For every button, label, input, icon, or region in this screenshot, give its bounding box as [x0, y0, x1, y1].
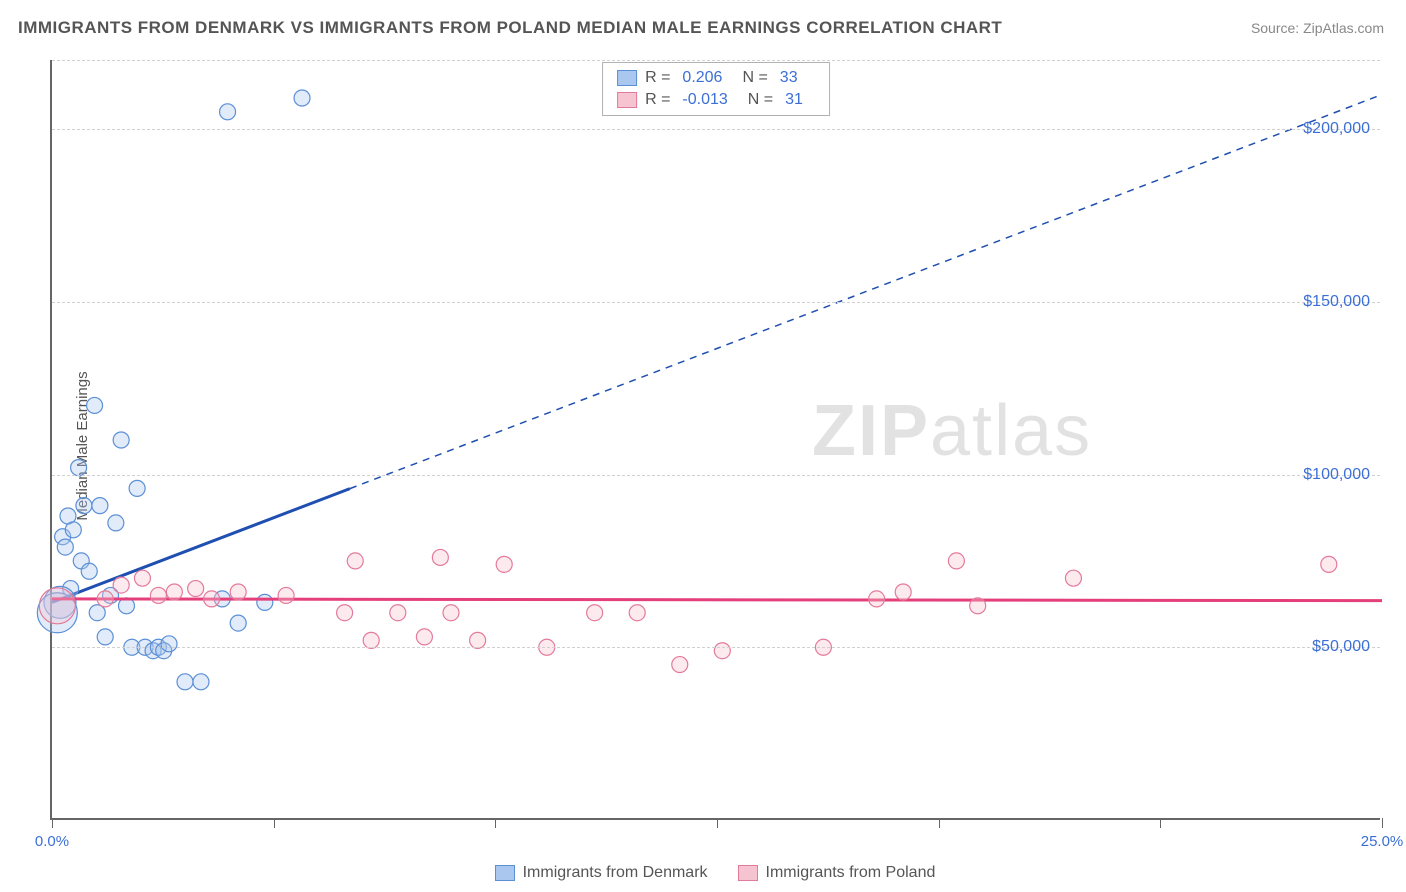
- data-point: [895, 584, 911, 600]
- data-point: [230, 584, 246, 600]
- legend-n-label: N =: [748, 91, 773, 109]
- trend-line-dashed: [350, 95, 1382, 489]
- data-point: [869, 591, 885, 607]
- x-tick: [717, 818, 718, 828]
- data-point: [672, 657, 688, 673]
- data-point: [76, 498, 92, 514]
- legend-label-denmark: Immigrants from Denmark: [523, 864, 708, 882]
- data-point: [92, 498, 108, 514]
- x-tick: [52, 818, 53, 828]
- data-point: [496, 556, 512, 572]
- trend-line: [52, 599, 1382, 601]
- legend-label-poland: Immigrants from Poland: [766, 864, 936, 882]
- legend-row-denmark: R = 0.206 N = 33: [617, 67, 815, 89]
- data-point: [416, 629, 432, 645]
- y-tick-label: $50,000: [1312, 638, 1370, 656]
- data-point: [432, 549, 448, 565]
- data-point: [337, 605, 353, 621]
- data-point: [470, 632, 486, 648]
- legend-n-value-poland: 31: [785, 91, 803, 109]
- chart-title: IMMIGRANTS FROM DENMARK VS IMMIGRANTS FR…: [18, 18, 1002, 38]
- data-point: [113, 432, 129, 448]
- x-tick-label: 25.0%: [1361, 833, 1404, 850]
- data-point: [714, 643, 730, 659]
- gridline: [52, 129, 1380, 130]
- data-point: [278, 587, 294, 603]
- data-point: [188, 581, 204, 597]
- data-point: [108, 515, 124, 531]
- data-point: [161, 636, 177, 652]
- swatch-denmark: [495, 865, 515, 881]
- swatch-poland: [738, 865, 758, 881]
- data-point: [129, 480, 145, 496]
- swatch-poland: [617, 92, 637, 108]
- gridline: [52, 302, 1380, 303]
- data-point: [150, 587, 166, 603]
- data-point: [347, 553, 363, 569]
- data-point: [134, 570, 150, 586]
- x-tick: [1160, 818, 1161, 828]
- legend-r-label: R =: [645, 91, 670, 109]
- x-tick: [1382, 818, 1383, 828]
- series-legend: Immigrants from Denmark Immigrants from …: [50, 864, 1380, 882]
- legend-r-label: R =: [645, 69, 670, 87]
- data-point: [193, 674, 209, 690]
- data-point: [587, 605, 603, 621]
- data-point: [87, 397, 103, 413]
- plot-area: ZIPatlas R = 0.206 N = 33 R = -0.013 N =…: [50, 60, 1380, 820]
- legend-item-denmark: Immigrants from Denmark: [495, 864, 708, 882]
- data-point: [257, 594, 273, 610]
- gridline: [52, 475, 1380, 476]
- data-point: [204, 591, 220, 607]
- source-attribution: Source: ZipAtlas.com: [1251, 20, 1384, 36]
- legend-n-label: N =: [742, 69, 767, 87]
- data-point: [97, 629, 113, 645]
- data-point: [39, 588, 75, 624]
- legend-n-value-denmark: 33: [780, 69, 798, 87]
- legend-row-poland: R = -0.013 N = 31: [617, 89, 815, 111]
- legend-item-poland: Immigrants from Poland: [738, 864, 936, 882]
- data-point: [948, 553, 964, 569]
- data-point: [166, 584, 182, 600]
- gridline: [52, 60, 1380, 61]
- y-tick-label: $200,000: [1303, 120, 1370, 138]
- gridline: [52, 647, 1380, 648]
- legend-r-value-denmark: 0.206: [682, 69, 722, 87]
- x-tick: [939, 818, 940, 828]
- data-point: [443, 605, 459, 621]
- x-tick: [495, 818, 496, 828]
- data-point: [57, 539, 73, 555]
- data-point: [1065, 570, 1081, 586]
- data-point: [363, 632, 379, 648]
- data-point: [230, 615, 246, 631]
- data-point: [97, 591, 113, 607]
- correlation-legend: R = 0.206 N = 33 R = -0.013 N = 31: [602, 62, 830, 116]
- y-tick-label: $100,000: [1303, 466, 1370, 484]
- data-point: [629, 605, 645, 621]
- data-point: [970, 598, 986, 614]
- data-point: [220, 104, 236, 120]
- data-point: [177, 674, 193, 690]
- data-point: [1321, 556, 1337, 572]
- legend-r-value-poland: -0.013: [682, 91, 727, 109]
- swatch-denmark: [617, 70, 637, 86]
- data-point: [81, 563, 97, 579]
- data-point: [113, 577, 129, 593]
- data-point: [65, 522, 81, 538]
- data-point: [294, 90, 310, 106]
- scatter-svg: [52, 60, 1380, 818]
- y-tick-label: $150,000: [1303, 293, 1370, 311]
- x-tick-label: 0.0%: [35, 833, 69, 850]
- data-point: [390, 605, 406, 621]
- data-point: [71, 460, 87, 476]
- x-tick: [274, 818, 275, 828]
